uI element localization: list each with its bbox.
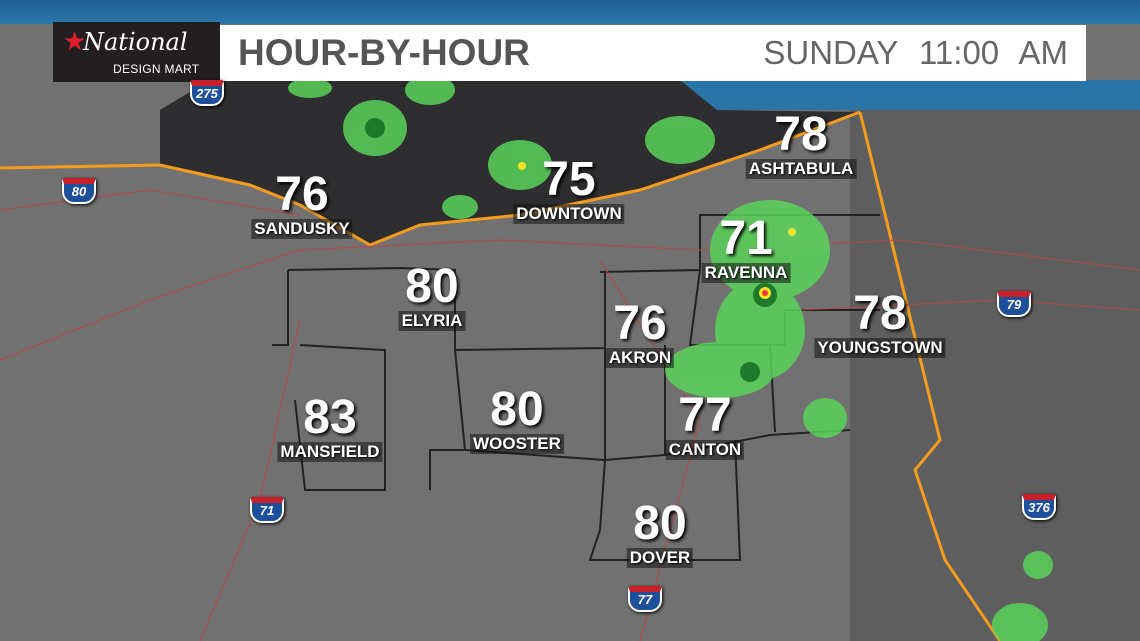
city-dover: 80 DOVER (626, 497, 694, 568)
interstate-80-icon: 80 (62, 178, 96, 204)
temperature: 80 (633, 497, 687, 550)
city-elyria: 80 ELYRIA (398, 260, 466, 331)
forecast-day: SUNDAY (763, 34, 898, 71)
city-label: ELYRIA (398, 311, 466, 331)
city-sandusky: 76 SANDUSKY (251, 168, 353, 239)
temperature: 80 (405, 260, 459, 313)
header-accent (680, 80, 1140, 110)
interstate-79-icon: 79 (997, 291, 1031, 317)
temperature: 83 (303, 391, 357, 444)
city-label: YOUNGSTOWN (814, 338, 946, 358)
city-ashtabula: 78 ASHTABULA (745, 108, 857, 179)
temperature: 71 (719, 212, 773, 265)
top-banner (0, 0, 1140, 24)
city-akron: 76 AKRON (605, 297, 675, 368)
star-icon: ★ (63, 26, 87, 56)
temperature: 80 (490, 383, 544, 436)
page-title: HOUR-BY-HOUR (238, 32, 530, 73)
interstate-77-icon: 77 (628, 586, 662, 612)
city-label: AKRON (605, 348, 675, 368)
city-wooster: 80 WOOSTER (470, 386, 564, 454)
forecast-hour: 11:00 AM (919, 34, 1068, 71)
city-label: ASHTABULA (745, 159, 857, 179)
city-label: SANDUSKY (251, 219, 353, 239)
logo-subtext: DESIGN MART (113, 62, 200, 76)
temperature: 76 (613, 297, 667, 350)
city-ravenna: 71 RAVENNA (701, 212, 791, 283)
temperature: 78 (853, 287, 907, 340)
radar-echoes (288, 75, 1053, 641)
logo-wordmark: National (83, 28, 188, 56)
interstate-275-icon: 275 (190, 80, 224, 106)
temperature: 75 (542, 153, 596, 206)
temperature: 78 (774, 108, 828, 161)
city-label: MANSFIELD (277, 442, 383, 462)
state-border (858, 111, 1002, 641)
sponsor-logo: ★ National DESIGN MART (53, 22, 220, 82)
temperature: 76 (275, 168, 329, 221)
city-canton: 77 CANTON (665, 389, 745, 460)
city-label: WOOSTER (470, 434, 564, 454)
interstate-71-icon: 71 (250, 497, 284, 523)
shoreline (0, 110, 861, 247)
city-downtown: 75 DOWNTOWN (513, 153, 625, 224)
interstate-376-icon: 376 (1022, 494, 1056, 520)
city-label: DOVER (626, 548, 694, 568)
city-label: CANTON (665, 440, 745, 460)
temperature: 77 (678, 389, 732, 442)
city-mansfield: 83 MANSFIELD (277, 391, 383, 462)
forecast-time: SUNDAY 11:00 AM (763, 34, 1068, 72)
title-bar: HOUR-BY-HOUR SUNDAY 11:00 AM (220, 25, 1086, 81)
city-youngstown: 78 YOUNGSTOWN (814, 287, 946, 358)
city-label: RAVENNA (701, 263, 791, 283)
city-label: DOWNTOWN (513, 204, 625, 224)
